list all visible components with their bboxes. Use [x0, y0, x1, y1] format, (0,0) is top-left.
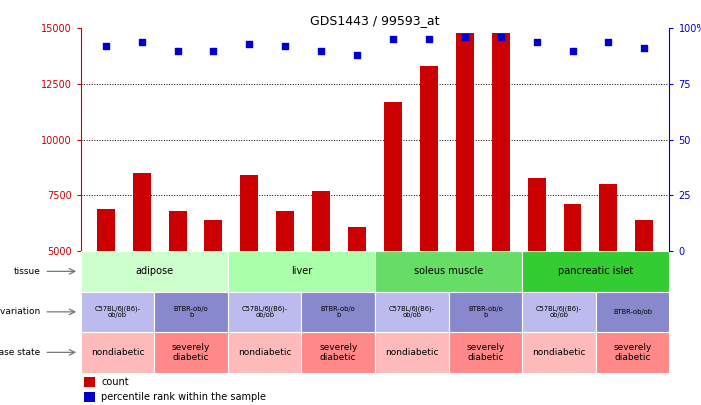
Bar [491, 33, 510, 362]
Bar [228, 292, 301, 332]
Point [388, 36, 399, 43]
Bar [240, 175, 259, 362]
Point [351, 52, 362, 58]
Text: C57BL/6J(B6)-
ob/ob: C57BL/6J(B6)- ob/ob [389, 305, 435, 318]
Point [639, 45, 650, 51]
Text: genotype/variation: genotype/variation [0, 307, 41, 316]
Bar [83, 392, 95, 402]
Bar [205, 220, 222, 362]
Bar [132, 173, 151, 362]
Bar [522, 332, 596, 373]
Bar [154, 332, 228, 373]
Text: BTBR-ob/ob: BTBR-ob/ob [613, 309, 652, 315]
Text: nondiabetic: nondiabetic [385, 348, 439, 357]
Text: BTBR-ob/o
b: BTBR-ob/o b [321, 306, 355, 318]
Point [567, 47, 578, 54]
Bar [276, 211, 294, 362]
Bar [81, 292, 154, 332]
Bar [83, 377, 95, 387]
Bar [301, 292, 375, 332]
Bar [522, 251, 669, 292]
Text: C57BL/6J(B6)-
ob/ob: C57BL/6J(B6)- ob/ob [536, 305, 582, 318]
Bar [522, 292, 596, 332]
Bar [154, 292, 228, 332]
Bar [449, 292, 522, 332]
Bar [375, 251, 522, 292]
Point [459, 34, 470, 40]
Point [100, 43, 111, 49]
Bar [168, 211, 186, 362]
Bar [97, 209, 115, 362]
Bar [81, 251, 228, 292]
Bar [528, 177, 545, 362]
Text: disease state: disease state [0, 348, 41, 357]
Bar [456, 33, 474, 362]
Point [244, 40, 255, 47]
Text: count: count [101, 377, 129, 387]
Text: adipose: adipose [135, 266, 173, 276]
Point [136, 38, 147, 45]
Bar [596, 292, 669, 332]
Bar [564, 204, 582, 362]
Bar [81, 332, 154, 373]
Bar [228, 332, 301, 373]
Point [531, 38, 542, 45]
Point [280, 43, 291, 49]
Bar [301, 332, 375, 373]
Text: severely
diabetic: severely diabetic [319, 343, 358, 362]
Title: GDS1443 / 99593_at: GDS1443 / 99593_at [311, 14, 440, 27]
Text: C57BL/6J(B6)-
ob/ob: C57BL/6J(B6)- ob/ob [242, 305, 287, 318]
Point [208, 47, 219, 54]
Text: nondiabetic: nondiabetic [238, 348, 292, 357]
Point [495, 34, 506, 40]
Text: tissue: tissue [13, 267, 41, 276]
Bar [312, 191, 330, 362]
Text: pancreatic islet: pancreatic islet [558, 266, 634, 276]
Bar [596, 332, 669, 373]
Text: BTBR-ob/o
b: BTBR-ob/o b [174, 306, 208, 318]
Bar [348, 226, 366, 362]
Bar [635, 220, 653, 362]
Bar [449, 332, 522, 373]
Bar [375, 292, 449, 332]
Text: severely
diabetic: severely diabetic [466, 343, 505, 362]
Bar [375, 332, 449, 373]
Bar [599, 184, 618, 362]
Bar [384, 102, 402, 362]
Point [315, 47, 327, 54]
Bar [228, 251, 375, 292]
Text: nondiabetic: nondiabetic [90, 348, 144, 357]
Point [603, 38, 614, 45]
Text: percentile rank within the sample: percentile rank within the sample [101, 392, 266, 402]
Text: liver: liver [291, 266, 312, 276]
Text: severely
diabetic: severely diabetic [172, 343, 210, 362]
Text: C57BL/6J(B6)-
ob/ob: C57BL/6J(B6)- ob/ob [95, 305, 140, 318]
Point [423, 36, 435, 43]
Bar [420, 66, 438, 362]
Text: nondiabetic: nondiabetic [532, 348, 586, 357]
Text: severely
diabetic: severely diabetic [613, 343, 652, 362]
Text: soleus muscle: soleus muscle [414, 266, 483, 276]
Point [172, 47, 183, 54]
Text: BTBR-ob/o
b: BTBR-ob/o b [468, 306, 503, 318]
